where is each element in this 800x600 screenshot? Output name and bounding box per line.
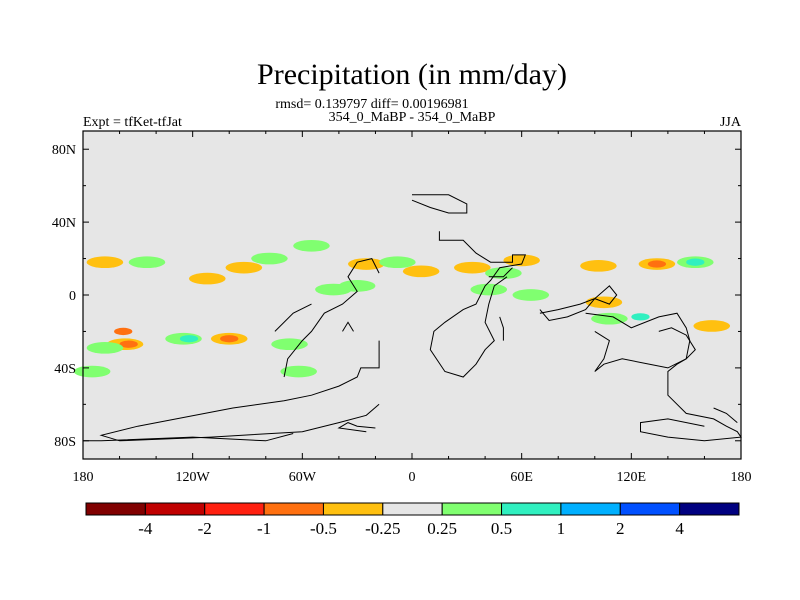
x-tick-label: 60E bbox=[510, 470, 533, 485]
x-tick-label: 180 bbox=[731, 470, 752, 485]
anomaly-blob-15 bbox=[512, 289, 550, 301]
stats-line: rmsd= 0.139797 diff= 0.00196981 bbox=[275, 97, 468, 112]
coastline-0 bbox=[99, 340, 380, 442]
anomaly-blob-3 bbox=[225, 261, 263, 274]
map-background bbox=[83, 131, 741, 459]
colorbar-box-6 bbox=[441, 502, 503, 516]
colorbar-labels: -4 -2 -1 -0.5 -0.25 0.25 0.5 1 2 4 bbox=[138, 519, 684, 538]
y-tick-label: 80S bbox=[54, 435, 76, 450]
center-label: 354_0_MaBP - 354_0_MaBP bbox=[329, 110, 496, 125]
coastline-7 bbox=[411, 194, 468, 214]
anomaly-blob-0 bbox=[86, 256, 124, 269]
coastline-2 bbox=[83, 433, 294, 442]
anomaly-blob-22 bbox=[591, 312, 628, 325]
colorbar-label: 1 bbox=[557, 519, 566, 538]
colorbar bbox=[85, 502, 740, 516]
anomaly-blob-8 bbox=[338, 280, 376, 292]
chart-title: Precipitation (in mm/day) bbox=[257, 58, 567, 91]
anomaly-blob-23 bbox=[631, 313, 650, 321]
x-tick-label: 60W bbox=[289, 470, 317, 485]
y-tick-label: 0 bbox=[69, 289, 76, 304]
coastline-11 bbox=[585, 312, 691, 372]
coastlines bbox=[83, 194, 742, 442]
coastline-13 bbox=[713, 407, 738, 423]
right-label: JJA bbox=[720, 115, 742, 130]
coastline-8 bbox=[342, 321, 354, 332]
colorbar-box-4 bbox=[322, 502, 384, 516]
x-tick-label: 120W bbox=[176, 470, 211, 485]
colorbar-label: -1 bbox=[257, 519, 271, 538]
colorbar-box-10 bbox=[679, 502, 740, 516]
colorbar-label: -0.5 bbox=[310, 519, 337, 538]
coastline-3 bbox=[283, 258, 380, 378]
colorbar-box-1 bbox=[144, 502, 206, 516]
colorbar-label: 2 bbox=[616, 519, 625, 538]
anomaly-blob-11 bbox=[454, 261, 491, 274]
anomaly-blob-1 bbox=[128, 256, 166, 269]
coastline-12 bbox=[640, 327, 742, 442]
anomaly-blob-4 bbox=[251, 252, 288, 265]
anomaly-blob-10 bbox=[402, 265, 440, 278]
colorbar-box-9 bbox=[619, 502, 681, 516]
x-tick-labels: 180 120W 60W 0 60E 120E 180 bbox=[73, 470, 752, 485]
anomaly-blob-16 bbox=[580, 260, 617, 272]
colorbar-box-2 bbox=[204, 502, 265, 516]
coastline-1 bbox=[337, 422, 376, 433]
anomaly-blob-18 bbox=[647, 260, 667, 268]
anomaly-blob-29 bbox=[179, 335, 199, 343]
coastline-5 bbox=[429, 231, 527, 378]
anomaly-blob-24 bbox=[693, 320, 731, 332]
anomaly-blob-27 bbox=[114, 327, 133, 336]
anomaly-blob-33 bbox=[73, 365, 111, 378]
coastline-9 bbox=[499, 316, 504, 341]
anomaly-blob-26 bbox=[119, 340, 138, 348]
colorbar-label: 4 bbox=[675, 519, 684, 538]
x-tick-label: 180 bbox=[73, 470, 94, 485]
colorbar-label: 0.25 bbox=[427, 519, 457, 538]
axis-ticks bbox=[82, 131, 742, 459]
anomaly-blob-34 bbox=[280, 365, 317, 378]
y-tick-label: 80N bbox=[52, 143, 76, 158]
x-tick-label: 0 bbox=[409, 470, 416, 485]
coastline-10 bbox=[539, 285, 618, 322]
anomaly-blob-35 bbox=[86, 342, 124, 354]
y-tick-label: 40N bbox=[52, 216, 76, 231]
anomaly-blob-32 bbox=[271, 338, 308, 351]
colorbar-label: 0.5 bbox=[491, 519, 512, 538]
colorbar-box-5 bbox=[382, 502, 443, 516]
colorbar-label: -0.25 bbox=[365, 519, 400, 538]
anomaly-blob-14 bbox=[470, 283, 508, 296]
anomaly-blob-9 bbox=[379, 256, 416, 269]
anomaly-blob-31 bbox=[220, 335, 239, 343]
colorbar-box-3 bbox=[263, 502, 324, 516]
coastline-4 bbox=[274, 303, 312, 332]
left-label: Expt = tfKet-tfJat bbox=[83, 115, 182, 130]
anomaly-blob-20 bbox=[686, 258, 705, 266]
colorbar-box-8 bbox=[560, 502, 621, 516]
colorbar-box-0 bbox=[85, 502, 146, 516]
colorbar-box-7 bbox=[501, 502, 562, 516]
y-tick-label: 40S bbox=[54, 362, 76, 377]
y-tick-labels: 80N 40N 0 40S 80S bbox=[52, 143, 76, 450]
x-tick-label: 120E bbox=[617, 470, 647, 485]
anomaly-blob-2 bbox=[189, 272, 226, 285]
anomaly-blob-5 bbox=[293, 239, 330, 252]
colorbar-label: -2 bbox=[198, 519, 212, 538]
colorbar-label: -4 bbox=[138, 519, 153, 538]
coastline-6 bbox=[488, 267, 513, 278]
